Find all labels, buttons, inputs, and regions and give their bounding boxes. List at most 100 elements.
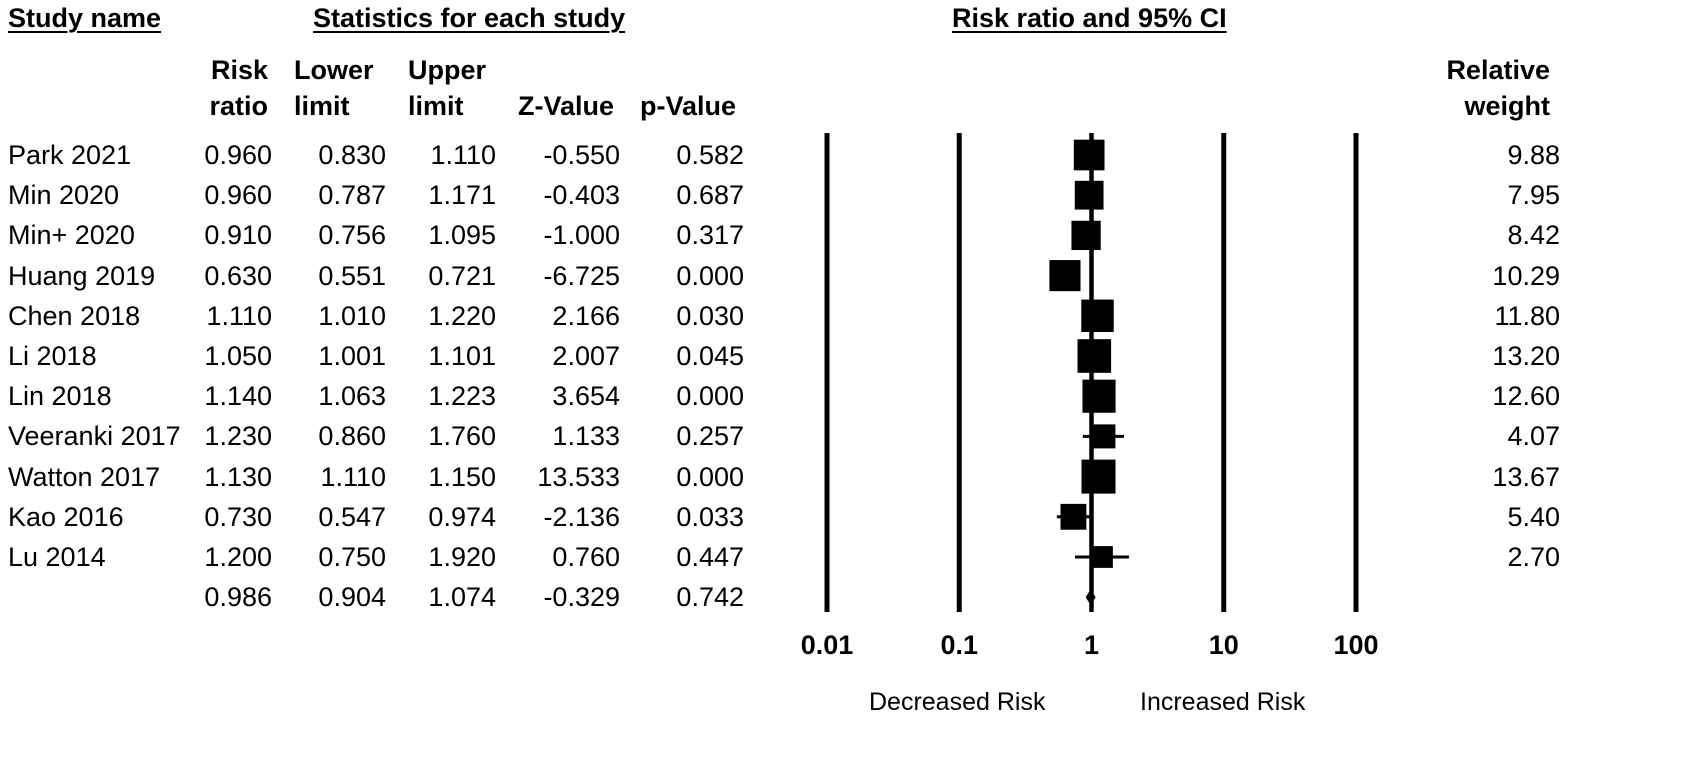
cell-lower-limit: 1.010 (318, 300, 386, 331)
cell-lower-limit: 0.830 (318, 140, 386, 170)
cell-relative-weight: 12.60 (1492, 381, 1560, 412)
cell-risk-ratio: 0.960 (204, 140, 272, 170)
cell-risk-ratio: 1.110 (206, 300, 272, 331)
cell-p-value: 0.257 (676, 421, 744, 452)
cell-p-value: 0.000 (676, 381, 744, 412)
cell-p-value: 0.687 (676, 180, 744, 211)
study-marker (1091, 424, 1116, 449)
cell-z-value: 0.760 (552, 542, 620, 572)
header-risk-ratio-ci: Risk ratio and 95% CI (952, 3, 1227, 33)
cell-p-value: 0.742 (676, 582, 744, 613)
cell-relative-weight: 9.88 (1507, 140, 1560, 170)
cell-z-value: 2.007 (552, 341, 620, 371)
header-statistics: Statistics for each study (313, 3, 626, 33)
cell-risk-ratio: 1.200 (204, 542, 272, 572)
x-tick-label: 10 (1208, 630, 1239, 660)
study-marker (1074, 180, 1104, 210)
cell-lower-limit: 0.904 (318, 582, 386, 613)
cell-z-value: -6.725 (543, 260, 620, 291)
cell-lower-limit: 0.860 (318, 421, 386, 452)
cell-upper-limit: 1.101 (428, 341, 496, 371)
cell-upper-limit: 1.095 (428, 220, 496, 251)
cell-relative-weight: 7.95 (1507, 180, 1560, 211)
cell-relative-weight: 10.29 (1492, 260, 1560, 291)
study-marker (1091, 546, 1113, 568)
col-header-p-value: p-Value (640, 91, 737, 121)
cell-z-value: 2.166 (552, 300, 620, 331)
decreased-risk-label: Decreased Risk (869, 688, 1046, 716)
cell-upper-limit: 1.110 (430, 140, 496, 170)
cell-study: Kao 2016 (8, 501, 124, 532)
cell-upper-limit: 1.760 (428, 421, 496, 452)
cell-risk-ratio: 1.230 (204, 421, 272, 452)
study-marker (1073, 139, 1105, 171)
cell-lower-limit: 0.787 (318, 180, 386, 211)
cell-z-value: 13.533 (537, 461, 620, 492)
cell-study: Watton 2017 (8, 461, 161, 492)
col-header-z-value: Z-Value (518, 91, 615, 121)
cell-study: Min 2020 (8, 180, 120, 211)
cell-lower-limit: 1.110 (320, 461, 386, 492)
cell-risk-ratio: 0.910 (204, 220, 272, 251)
cell-study: Lin 2018 (8, 381, 112, 412)
cell-study: Park 2021 (8, 140, 132, 170)
cell-relative-weight: 2.70 (1507, 542, 1560, 572)
cell-risk-ratio: 0.730 (204, 501, 272, 532)
cell-risk-ratio: 1.130 (204, 461, 272, 492)
cell-risk-ratio: 0.630 (204, 260, 272, 291)
cell-p-value: 0.582 (676, 140, 744, 170)
cell-relative-weight: 13.67 (1492, 461, 1560, 492)
cell-study: Min+ 2020 (8, 220, 135, 251)
cell-upper-limit: 1.220 (428, 300, 496, 331)
study-marker (1082, 379, 1116, 413)
cell-upper-limit: 1.150 (428, 461, 496, 492)
cell-relative-weight: 5.40 (1507, 501, 1560, 532)
study-marker (1049, 260, 1081, 292)
cell-z-value: -0.403 (543, 180, 620, 211)
cell-upper-limit: 1.223 (428, 381, 496, 412)
cell-lower-limit: 1.001 (318, 341, 386, 371)
x-tick-label: 100 (1333, 630, 1379, 660)
cell-relative-weight: 11.80 (1494, 300, 1560, 331)
cell-risk-ratio: 0.960 (204, 180, 272, 211)
study-marker (1081, 299, 1114, 333)
cell-p-value: 0.030 (676, 300, 744, 331)
cell-relative-weight: 13.20 (1492, 341, 1560, 371)
cell-upper-limit: 1.920 (428, 542, 496, 572)
cell-lower-limit: 1.063 (318, 381, 386, 412)
cell-z-value: -0.550 (543, 140, 620, 170)
cell-study: Chen 2018 (8, 300, 141, 331)
cell-p-value: 0.033 (676, 501, 744, 532)
cell-z-value: 1.133 (552, 421, 620, 452)
cell-lower-limit: 0.756 (318, 220, 386, 251)
cell-z-value: -2.136 (543, 501, 620, 532)
cell-risk-ratio: 0.986 (204, 582, 272, 613)
study-marker (1071, 220, 1101, 251)
study-marker (1060, 503, 1087, 530)
col-header-risk-ratio: Risk ratio (209, 55, 268, 121)
cell-study: Li 2018 (8, 341, 97, 371)
x-tick-label: 0.01 (800, 630, 854, 660)
cell-study: Huang 2019 (8, 260, 156, 291)
study-marker (1077, 339, 1112, 373)
cell-lower-limit: 0.750 (318, 542, 386, 572)
cell-study: Lu 2014 (8, 542, 106, 572)
cell-relative-weight: 8.42 (1507, 220, 1560, 251)
cell-p-value: 0.317 (676, 220, 744, 251)
cell-lower-limit: 0.551 (318, 260, 386, 291)
cell-p-value: 0.045 (676, 341, 744, 371)
cell-upper-limit: 0.721 (428, 260, 496, 291)
col-header-upper-limit: Upper limit (408, 55, 487, 121)
cell-risk-ratio: 1.050 (204, 341, 272, 371)
x-tick-label: 0.1 (940, 630, 979, 660)
cell-lower-limit: 0.547 (318, 501, 386, 532)
cell-upper-limit: 1.074 (428, 582, 496, 613)
study-marker (1081, 459, 1116, 494)
cell-upper-limit: 0.974 (428, 501, 496, 532)
increased-risk-label: Increased Risk (1140, 688, 1306, 716)
cell-z-value: -0.329 (543, 582, 620, 613)
cell-z-value: 3.654 (552, 381, 620, 412)
cell-risk-ratio: 1.140 (204, 381, 272, 412)
x-tick-label: 1 (1083, 630, 1100, 660)
